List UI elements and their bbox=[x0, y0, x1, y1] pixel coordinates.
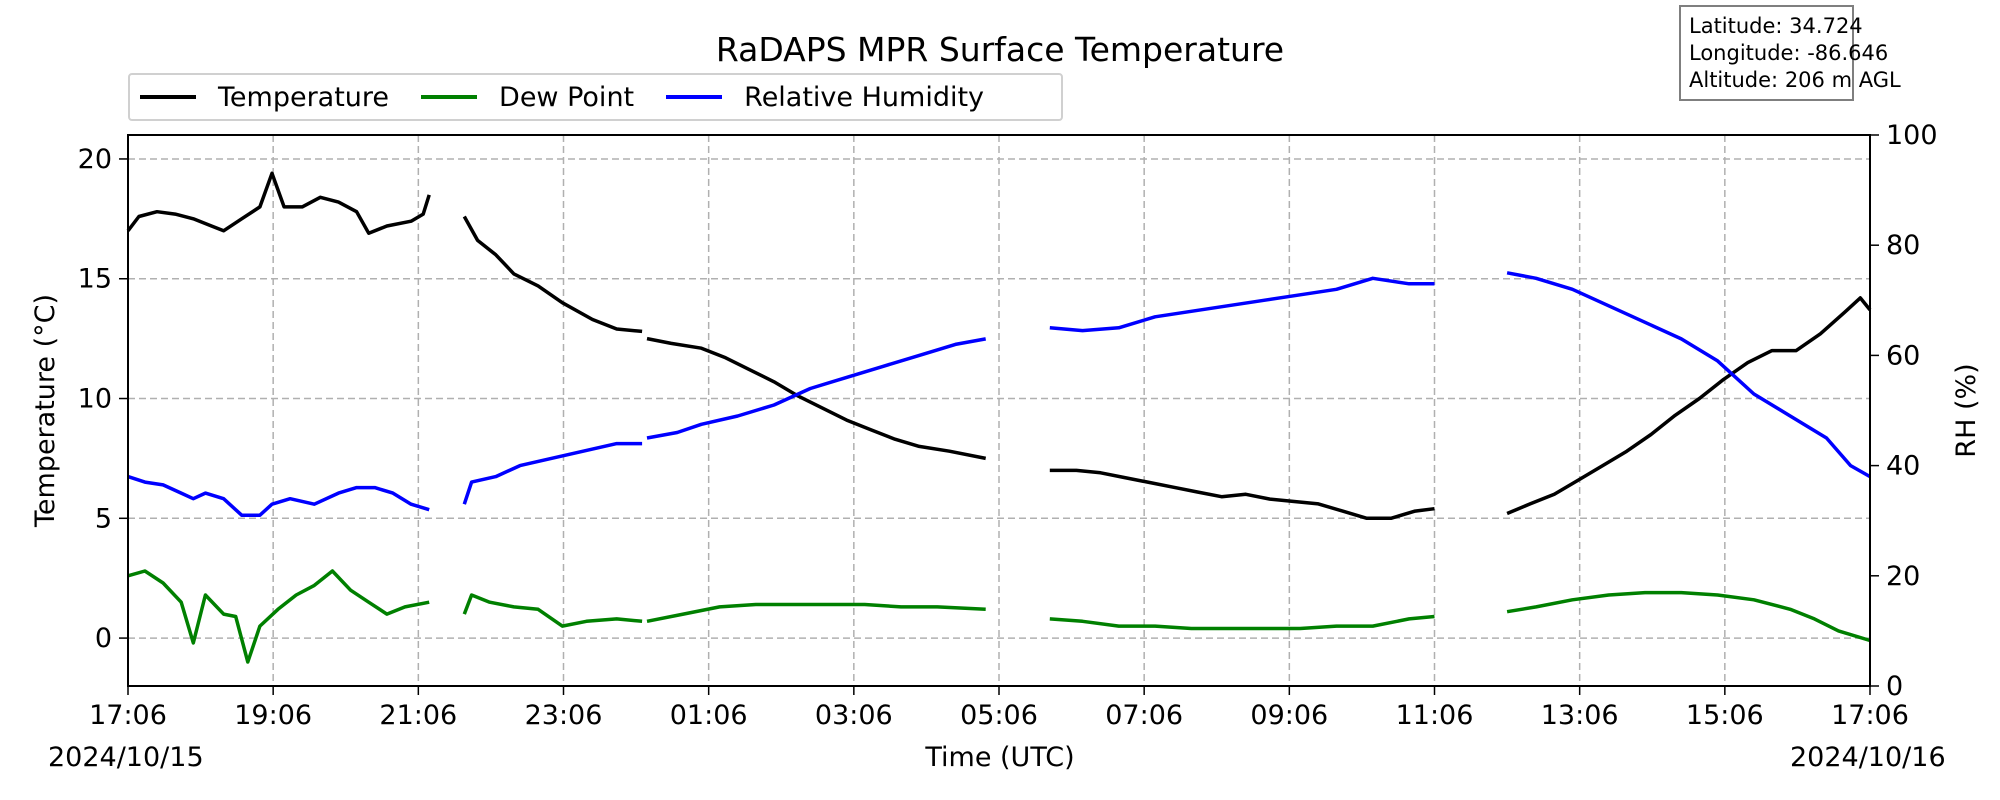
x-tick-label: 03:06 bbox=[815, 700, 893, 731]
y-right-tick-label: 0 bbox=[1886, 671, 1903, 702]
legend-label-temperature: Temperature bbox=[218, 81, 390, 113]
y-right-tick-label: 100 bbox=[1886, 120, 1938, 151]
series-line-relative-humidity bbox=[127, 474, 430, 517]
series-line-dew-point bbox=[1506, 590, 1871, 643]
x-tick-label: 15:06 bbox=[1686, 700, 1764, 731]
legend-label-relative-humidity: Relative Humidity bbox=[744, 81, 985, 113]
x-axis-label: Time (UTC) bbox=[925, 742, 1075, 773]
x-tick-label: 21:06 bbox=[379, 700, 457, 731]
y-left-tick-label: 5 bbox=[95, 503, 112, 534]
x-tick-label: 11:06 bbox=[1396, 700, 1474, 731]
y-right-tick-label: 60 bbox=[1886, 340, 1920, 371]
series-line-dew-point bbox=[462, 593, 643, 628]
legend-swatch-relative-humidity bbox=[666, 95, 723, 99]
x-tick-label: 23:06 bbox=[525, 700, 603, 731]
legend-swatch-temperature bbox=[140, 95, 196, 99]
series-line-dew-point bbox=[127, 569, 430, 664]
series-line-relative-humidity bbox=[646, 337, 987, 440]
series-line-temperature bbox=[1506, 296, 1872, 516]
x-tick-label: 05:06 bbox=[960, 700, 1038, 731]
plot-frame bbox=[127, 134, 1871, 687]
y-left-tick-label: 10 bbox=[78, 384, 112, 415]
series-line-relative-humidity bbox=[1049, 276, 1435, 333]
start-date-label: 2024/10/15 bbox=[48, 742, 204, 773]
y-left-axis-label: Temperature (°C) bbox=[30, 294, 61, 528]
y-right-tick-label: 40 bbox=[1886, 451, 1920, 482]
x-tick-label: 01:06 bbox=[670, 700, 748, 731]
x-tick-label: 19:06 bbox=[234, 700, 312, 731]
legend-item-relative-humidity: Relative Humidity bbox=[666, 82, 984, 113]
legend-swatch-dew-point bbox=[421, 95, 478, 99]
series-line-temperature bbox=[126, 171, 431, 235]
chart-legend: Temperature Dew Point Relative Humidity bbox=[128, 73, 1063, 121]
x-tick-label: 13:06 bbox=[1541, 700, 1619, 731]
legend-item-dew-point: Dew Point bbox=[421, 82, 634, 113]
y-left-tick-label: 15 bbox=[78, 264, 112, 295]
end-date-label: 2024/10/16 bbox=[1790, 742, 1946, 773]
series-line-dew-point bbox=[1049, 614, 1435, 631]
series-line-relative-humidity bbox=[1506, 271, 1871, 479]
series-line-temperature bbox=[462, 215, 643, 334]
chart-title: RaDAPS MPR Surface Temperature bbox=[715, 30, 1285, 69]
x-tick-label: 17:06 bbox=[89, 700, 167, 731]
y-right-axis-label: RH (%) bbox=[1951, 363, 1982, 457]
series-line-relative-humidity bbox=[462, 441, 643, 505]
legend-item-temperature: Temperature bbox=[140, 82, 389, 113]
series-line-temperature bbox=[646, 336, 987, 461]
legend-label-dew-point: Dew Point bbox=[499, 81, 635, 113]
y-right-tick-label: 20 bbox=[1886, 561, 1920, 592]
y-left-tick-label: 0 bbox=[95, 623, 112, 654]
x-tick-label: 07:06 bbox=[1105, 700, 1183, 731]
y-left-tick-label: 20 bbox=[78, 144, 112, 175]
series-line-temperature bbox=[1049, 468, 1435, 521]
series-line-dew-point bbox=[646, 602, 986, 624]
latitude-text: Latitude: 34.724 bbox=[1689, 14, 1863, 38]
x-tick-label: 17:06 bbox=[1831, 700, 1909, 731]
y-right-tick-label: 80 bbox=[1886, 230, 1920, 261]
x-tick-label: 09:06 bbox=[1250, 700, 1328, 731]
